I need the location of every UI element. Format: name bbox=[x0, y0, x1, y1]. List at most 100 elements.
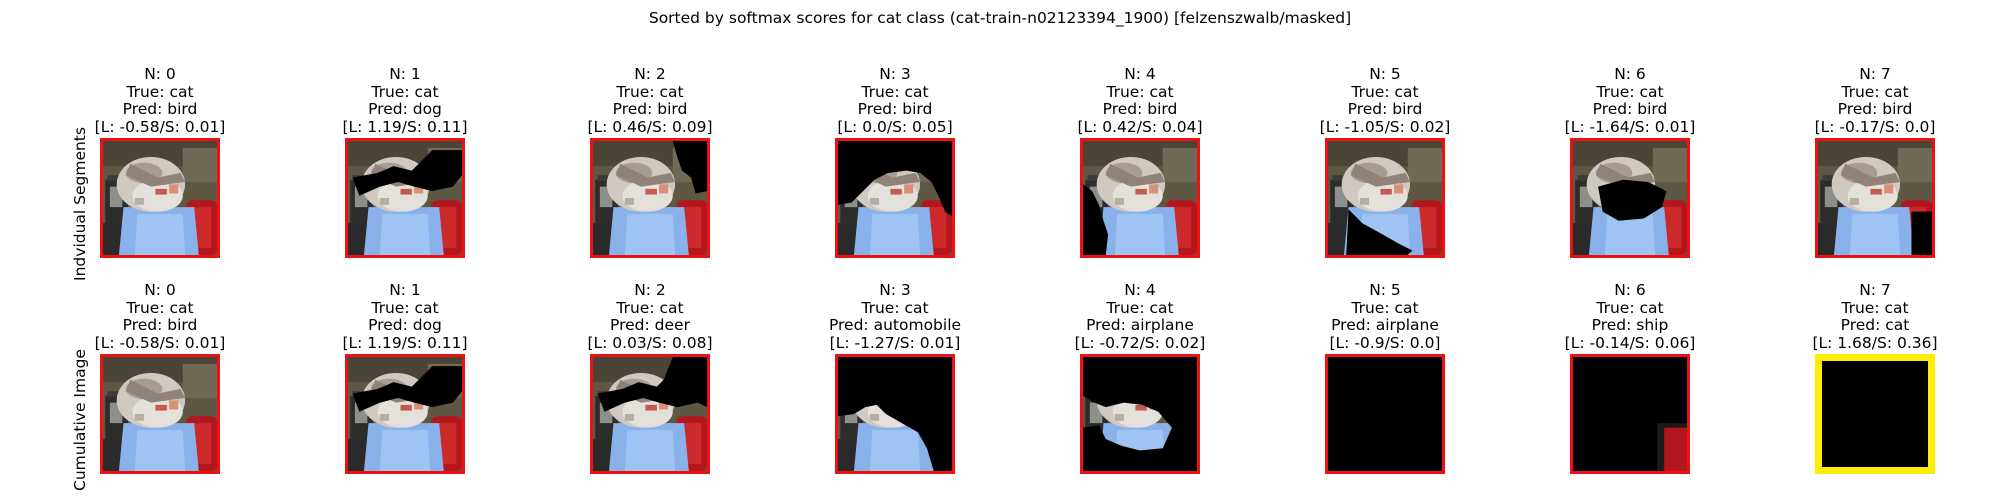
caption-score: [L: -1.05/S: 0.02] bbox=[1319, 117, 1451, 136]
caption-pred-label: Pred: bird bbox=[1837, 100, 1913, 118]
thumbnail-caption: N: 7 True: cat Pred: cat [L: 1.68/S: 0.36] bbox=[1755, 281, 1995, 352]
caption-true-label: True: cat bbox=[861, 82, 929, 101]
caption-score: [L: 1.68/S: 0.36] bbox=[1812, 333, 1938, 352]
thumbnail-cell: N: 6 True: cat Pred: ship [L: -0.14/S: 0.06… bbox=[1510, 281, 1750, 500]
caption-index: N: 6 bbox=[1614, 281, 1646, 299]
thumbnail-image bbox=[835, 138, 955, 258]
caption-true-label: True: cat bbox=[1351, 298, 1419, 317]
thumbnail-cell: N: 7 True: cat Pred: cat [L: 1.68/S: 0.36] bbox=[1755, 281, 1995, 500]
caption-score: [L: -1.64/S: 0.01] bbox=[1564, 117, 1696, 136]
figure-title: Sorted by softmax scores for cat class (… bbox=[648, 9, 1352, 27]
caption-true-label: True: cat bbox=[126, 82, 194, 101]
thumbnail-image bbox=[345, 354, 465, 474]
thumbnail-image-highlighted bbox=[1815, 354, 1935, 474]
caption-index: N: 3 bbox=[879, 65, 911, 83]
thumbnail-cell: N: 0 True: cat Pred: bird [L: -0.58/S: 0.01… bbox=[40, 281, 280, 500]
thumbnail-caption: N: 2 True: cat Pred: bird [L: 0.46/S: 0.09] bbox=[530, 65, 770, 136]
caption-index: N: 1 bbox=[389, 65, 421, 83]
thumbnail-caption: N: 4 True: cat Pred: bird [L: 0.42/S: 0.04] bbox=[1020, 65, 1260, 136]
caption-true-label: True: cat bbox=[1106, 82, 1174, 101]
thumbnail-cell: N: 4 True: cat Pred: airplane [L: -0.72/S: … bbox=[1020, 281, 1260, 500]
thumbnail-cell: N: 3 True: cat Pred: bird [L: 0.0/S: 0.05] bbox=[775, 65, 1015, 286]
thumbnail-image bbox=[100, 138, 220, 258]
caption-index: N: 2 bbox=[634, 281, 666, 299]
caption-true-label: True: cat bbox=[1841, 82, 1909, 101]
thumbnail-image bbox=[835, 354, 955, 474]
thumbnail-cell: N: 1 True: cat Pred: dog [L: 1.19/S: 0.11] bbox=[285, 65, 525, 286]
thumbnail-image bbox=[1080, 138, 1200, 258]
caption-index: N: 1 bbox=[389, 281, 421, 299]
caption-score: [L: 1.19/S: 0.11] bbox=[342, 117, 468, 136]
thumbnail-caption: N: 4 True: cat Pred: airplane [L: -0.72/S: … bbox=[1020, 281, 1260, 352]
caption-index: N: 0 bbox=[144, 65, 176, 83]
thumbnail-caption: N: 6 True: cat Pred: ship [L: -0.14/S: 0.06… bbox=[1510, 281, 1750, 352]
caption-pred-label: Pred: ship bbox=[1591, 316, 1669, 334]
thumbnail-cell: N: 5 True: cat Pred: airplane [L: -0.9/S: 0… bbox=[1265, 281, 1505, 500]
thumbnail-image bbox=[1325, 138, 1445, 258]
caption-score: [L: -1.27/S: 0.01] bbox=[829, 333, 961, 352]
caption-true-label: True: cat bbox=[616, 82, 684, 101]
caption-pred-label: Pred: cat bbox=[1840, 316, 1910, 334]
caption-score: [L: 0.46/S: 0.09] bbox=[587, 117, 713, 136]
caption-index: N: 7 bbox=[1859, 65, 1891, 83]
caption-score: [L: -0.58/S: 0.01] bbox=[94, 117, 226, 136]
caption-score: [L: 0.42/S: 0.04] bbox=[1077, 117, 1203, 136]
thumbnail-caption: N: 0 True: cat Pred: bird [L: -0.58/S: 0.01… bbox=[40, 65, 280, 136]
thumbnail-image bbox=[1815, 138, 1935, 258]
thumbnail-caption: N: 1 True: cat Pred: dog [L: 1.19/S: 0.11] bbox=[285, 65, 525, 136]
caption-index: N: 4 bbox=[1124, 65, 1156, 83]
caption-true-label: True: cat bbox=[616, 298, 684, 317]
thumbnail-image bbox=[590, 354, 710, 474]
caption-pred-label: Pred: airplane bbox=[1086, 316, 1194, 334]
caption-pred-label: Pred: airplane bbox=[1331, 316, 1439, 334]
caption-pred-label: Pred: bird bbox=[1102, 100, 1178, 118]
thumbnail-caption: N: 2 True: cat Pred: deer [L: 0.03/S: 0.08] bbox=[530, 281, 770, 352]
caption-pred-label: Pred: deer bbox=[610, 316, 690, 334]
caption-score: [L: -0.58/S: 0.01] bbox=[94, 333, 226, 352]
caption-score: [L: -0.14/S: 0.06] bbox=[1564, 333, 1696, 352]
thumbnail-cell: N: 2 True: cat Pred: bird [L: 0.46/S: 0.09] bbox=[530, 65, 770, 286]
caption-pred-label: Pred: bird bbox=[1592, 100, 1668, 118]
caption-score: [L: 0.0/S: 0.05] bbox=[837, 117, 953, 136]
caption-true-label: True: cat bbox=[1596, 82, 1664, 101]
thumbnail-cell: N: 3 True: cat Pred: automobile [L: -1.27/S… bbox=[775, 281, 1015, 500]
caption-score: [L: 1.19/S: 0.11] bbox=[342, 333, 468, 352]
caption-pred-label: Pred: bird bbox=[122, 316, 198, 334]
thumbnail-cell: N: 1 True: cat Pred: dog [L: 1.19/S: 0.11] bbox=[285, 281, 525, 500]
thumbnail-image bbox=[100, 354, 220, 474]
thumbnail-caption: N: 6 True: cat Pred: bird [L: -1.64/S: 0.01… bbox=[1510, 65, 1750, 136]
caption-pred-label: Pred: dog bbox=[368, 316, 442, 334]
caption-pred-label: Pred: automobile bbox=[828, 316, 962, 334]
thumbnail-image bbox=[590, 138, 710, 258]
caption-index: N: 5 bbox=[1369, 281, 1401, 299]
caption-score: [L: -0.72/S: 0.02] bbox=[1074, 333, 1206, 352]
caption-pred-label: Pred: bird bbox=[1347, 100, 1423, 118]
thumbnail-caption: N: 1 True: cat Pred: dog [L: 1.19/S: 0.11] bbox=[285, 281, 525, 352]
thumbnail-image bbox=[1325, 354, 1445, 474]
caption-score: [L: -0.9/S: 0.0] bbox=[1329, 333, 1441, 352]
caption-pred-label: Pred: bird bbox=[122, 100, 198, 118]
caption-true-label: True: cat bbox=[1106, 298, 1174, 317]
caption-true-label: True: cat bbox=[1841, 298, 1909, 317]
thumbnail-image bbox=[1570, 138, 1690, 258]
caption-true-label: True: cat bbox=[1351, 82, 1419, 101]
thumbnail-cell: N: 5 True: cat Pred: bird [L: -1.05/S: 0.02… bbox=[1265, 65, 1505, 286]
thumbnail-cell: N: 2 True: cat Pred: deer [L: 0.03/S: 0.08] bbox=[530, 281, 770, 500]
caption-score: [L: -0.17/S: 0.0] bbox=[1814, 117, 1936, 136]
caption-index: N: 5 bbox=[1369, 65, 1401, 83]
caption-true-label: True: cat bbox=[1596, 298, 1664, 317]
caption-index: N: 6 bbox=[1614, 65, 1646, 83]
thumbnail-caption: N: 7 True: cat Pred: bird [L: -0.17/S: 0.0] bbox=[1755, 65, 1995, 136]
thumbnail-cell: N: 7 True: cat Pred: bird [L: -0.17/S: 0.0] bbox=[1755, 65, 1995, 286]
caption-index: N: 2 bbox=[634, 65, 666, 83]
thumbnail-caption: N: 3 True: cat Pred: bird [L: 0.0/S: 0.05] bbox=[775, 65, 1015, 136]
thumbnail-caption: N: 5 True: cat Pred: bird [L: -1.05/S: 0.02… bbox=[1265, 65, 1505, 136]
thumbnail-caption: N: 5 True: cat Pred: airplane [L: -0.9/S: 0… bbox=[1265, 281, 1505, 352]
caption-index: N: 0 bbox=[144, 281, 176, 299]
caption-index: N: 3 bbox=[879, 281, 911, 299]
thumbnail-caption: N: 0 True: cat Pred: bird [L: -0.58/S: 0.01… bbox=[40, 281, 280, 352]
thumbnail-cell: N: 0 True: cat Pred: bird [L: -0.58/S: 0.01… bbox=[40, 65, 280, 286]
thumbnail-image bbox=[1080, 354, 1200, 474]
caption-index: N: 4 bbox=[1124, 281, 1156, 299]
